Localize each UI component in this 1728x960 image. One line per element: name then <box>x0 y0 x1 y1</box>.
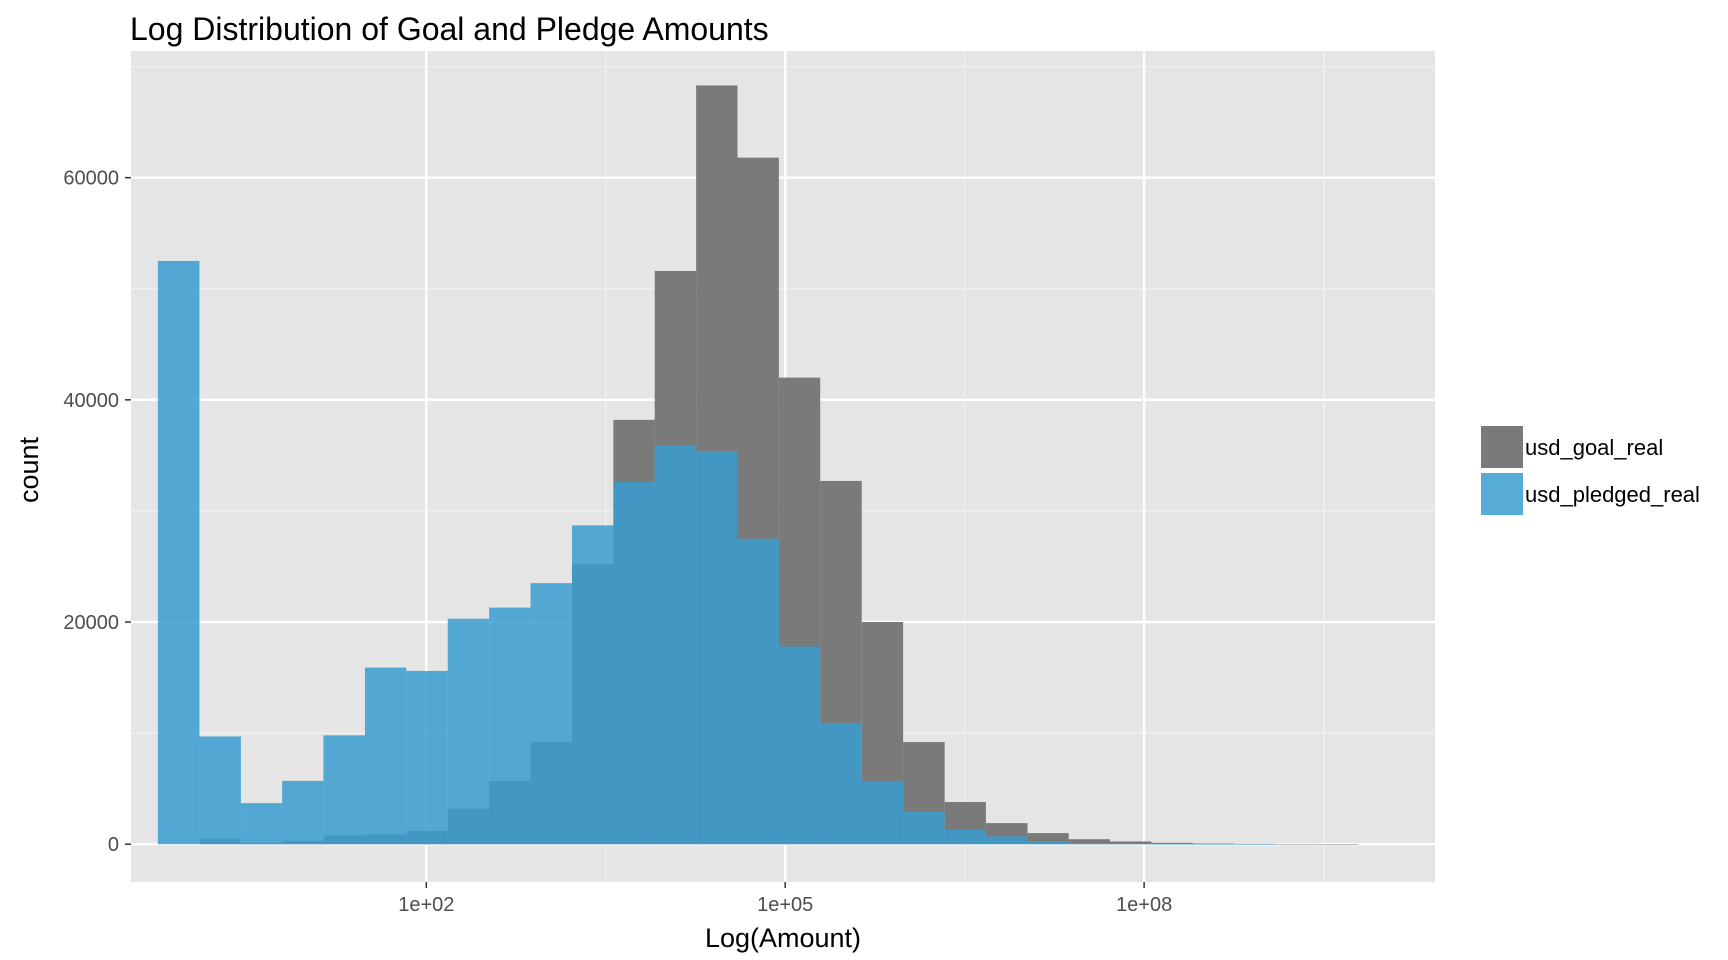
bar-usd-goal-real-bin-24 <box>1151 842 1193 845</box>
y-tick-label: 40000 <box>63 390 119 412</box>
bar-usd-pledged-real-bin-16 <box>820 723 862 845</box>
bar-usd-pledged-real-bin-0 <box>157 260 200 845</box>
bar-usd-pledged-real-bin-4 <box>323 735 365 845</box>
bar-usd-pledged-real-bin-25 <box>1192 844 1235 845</box>
bar-usd-pledged-real-bin-2 <box>240 803 283 845</box>
bar-usd-pledged-real-bin-13 <box>696 450 738 845</box>
bar-usd-pledged-real-bin-21 <box>1027 841 1069 845</box>
bar-usd-pledged-real-bin-18 <box>903 812 945 845</box>
bar-usd-pledged-real-bin-15 <box>778 646 821 845</box>
chart-title: Log Distribution of Goal and Pledge Amou… <box>130 11 769 47</box>
bar-usd-pledged-real-bin-3 <box>282 780 324 845</box>
x-tick-label: 1e+08 <box>1116 894 1172 916</box>
legend-label-usd-goal-real: usd_goal_real <box>1525 435 1663 460</box>
bar-usd-pledged-real-bin-14 <box>737 538 779 845</box>
y-tick-label: 0 <box>108 834 119 856</box>
y-tick-label: 60000 <box>63 168 119 190</box>
bar-usd-goal-real-bin-26 <box>1234 843 1276 845</box>
bar-usd-pledged-real-bin-5 <box>364 667 407 845</box>
legend-swatch-usd-pledged-real <box>1481 473 1523 515</box>
bar-usd-pledged-real-bin-17 <box>861 780 904 845</box>
bar-usd-pledged-real-bin-1 <box>199 736 241 845</box>
bar-usd-goal-real-bin-21 <box>1027 833 1069 845</box>
bar-usd-pledged-real-bin-12 <box>654 445 697 845</box>
axes: 1e+02 1e+05 1e+08 0 20000 40000 60000 <box>63 168 1172 916</box>
bar-usd-pledged-real-bin-23 <box>1110 843 1152 845</box>
bar-usd-goal-real-bin-23 <box>1110 841 1152 845</box>
x-axis-title: Log(Amount) <box>705 923 861 953</box>
y-axis-title: count <box>14 436 44 503</box>
bar-usd-pledged-real-bin-26 <box>1234 844 1276 845</box>
bar-usd-pledged-real-bin-10 <box>571 525 614 845</box>
bar-usd-pledged-real-bin-7 <box>447 618 490 845</box>
legend: usd_goal_real usd_pledged_real <box>1481 426 1700 515</box>
bar-usd-pledged-real-bin-8 <box>489 607 531 845</box>
bar-usd-goal-real-bin-28 <box>1317 844 1359 845</box>
bar-usd-pledged-real-bin-24 <box>1151 844 1193 845</box>
bar-usd-goal-real-bin-25 <box>1192 843 1235 845</box>
legend-swatch-usd-goal-real <box>1481 426 1523 468</box>
bar-usd-pledged-real-bin-11 <box>613 482 655 845</box>
bar-usd-pledged-real-bin-6 <box>406 670 448 845</box>
legend-label-usd-pledged-real: usd_pledged_real <box>1525 482 1700 507</box>
bar-usd-pledged-real-bin-19 <box>944 829 986 845</box>
bar-usd-pledged-real-bin-9 <box>530 583 572 845</box>
x-tick-label: 1e+05 <box>757 894 813 916</box>
x-tick-label: 1e+02 <box>398 894 454 916</box>
histogram-bars <box>157 85 1359 845</box>
bar-usd-goal-real-bin-27 <box>1275 843 1318 845</box>
bar-usd-pledged-real-bin-22 <box>1068 843 1111 845</box>
bar-usd-goal-real-bin-22 <box>1068 839 1111 845</box>
y-tick-label: 20000 <box>63 612 119 634</box>
bar-usd-pledged-real-bin-20 <box>985 836 1028 845</box>
